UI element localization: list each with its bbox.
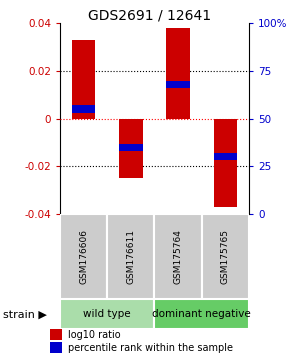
Bar — [166, 28, 190, 119]
Bar — [214, 119, 237, 207]
Bar — [166, 81, 190, 88]
Text: percentile rank within the sample: percentile rank within the sample — [68, 343, 233, 353]
Text: GSM176606: GSM176606 — [79, 229, 88, 284]
Text: GDS2691 / 12641: GDS2691 / 12641 — [88, 9, 212, 23]
Bar — [72, 105, 95, 113]
Text: GSM175765: GSM175765 — [221, 229, 230, 284]
Bar — [154, 214, 202, 299]
Text: dominant negative: dominant negative — [152, 309, 251, 319]
Text: wild type: wild type — [83, 309, 131, 319]
Bar — [202, 214, 249, 299]
Bar — [60, 214, 107, 299]
Bar — [154, 299, 249, 329]
Bar — [60, 299, 154, 329]
Text: GSM175764: GSM175764 — [174, 229, 183, 284]
Bar — [107, 214, 154, 299]
Bar — [119, 144, 143, 151]
Text: GSM176611: GSM176611 — [126, 229, 135, 284]
Bar — [50, 342, 61, 353]
Bar — [50, 329, 61, 340]
Bar — [72, 40, 95, 119]
Text: log10 ratio: log10 ratio — [68, 330, 121, 340]
Bar — [119, 119, 143, 178]
Text: strain ▶: strain ▶ — [3, 309, 47, 319]
Bar — [214, 153, 237, 160]
